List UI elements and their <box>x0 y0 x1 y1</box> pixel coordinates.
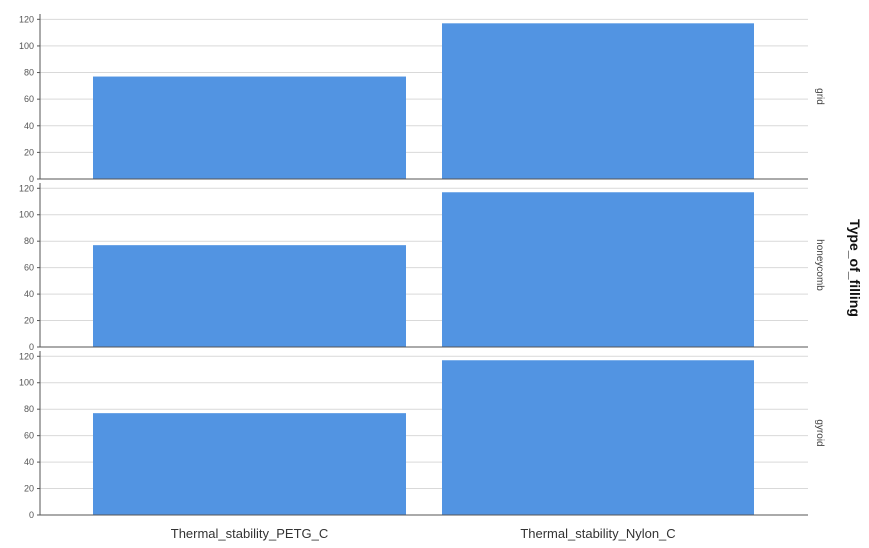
bar <box>93 413 406 515</box>
y-tick-label: 60 <box>24 263 34 273</box>
y-tick-label: 60 <box>24 431 34 441</box>
y-tick-label: 0 <box>29 510 34 520</box>
panel-gyroid: 0 20 40 60 80 100 120 gyroid <box>19 351 825 520</box>
facet-label: gyroid <box>814 419 825 446</box>
y-tick-label: 100 <box>19 378 34 388</box>
y-tick-label: 100 <box>19 210 34 220</box>
y-tick-label: 120 <box>19 14 34 24</box>
y-tick-label: 40 <box>24 457 34 467</box>
x-axis-labels: Thermal_stability_PETG_C Thermal_stabilit… <box>171 526 676 541</box>
y-tick-label: 120 <box>19 183 34 193</box>
y-tick-label: 40 <box>24 121 34 131</box>
y-tick-label: 20 <box>24 484 34 494</box>
y-tick-label: 120 <box>19 351 34 361</box>
y-tick-label: 80 <box>24 236 34 246</box>
bar <box>93 77 406 179</box>
y-tick-label: 80 <box>24 68 34 78</box>
chart-panels: 020406080100120grid020406080100120honeyc… <box>19 14 825 520</box>
y-tick-label: 40 <box>24 289 34 299</box>
bar <box>442 192 754 347</box>
bar <box>442 360 754 515</box>
bar <box>93 245 406 347</box>
facet-label: grid <box>814 88 825 105</box>
facet-title: Type_of_filling <box>847 219 863 317</box>
y-tick-label: 20 <box>24 147 34 157</box>
y-tick-label: 100 <box>19 41 34 51</box>
x-category-label: Thermal_stability_PETG_C <box>171 526 329 541</box>
facet-label: honeycomb <box>814 239 825 291</box>
y-tick-label: 20 <box>24 316 34 326</box>
x-category-label: Thermal_stability_Nylon_C <box>520 526 675 541</box>
y-tick-label: 80 <box>24 404 34 414</box>
bar <box>442 23 754 179</box>
y-tick-label: 60 <box>24 94 34 104</box>
